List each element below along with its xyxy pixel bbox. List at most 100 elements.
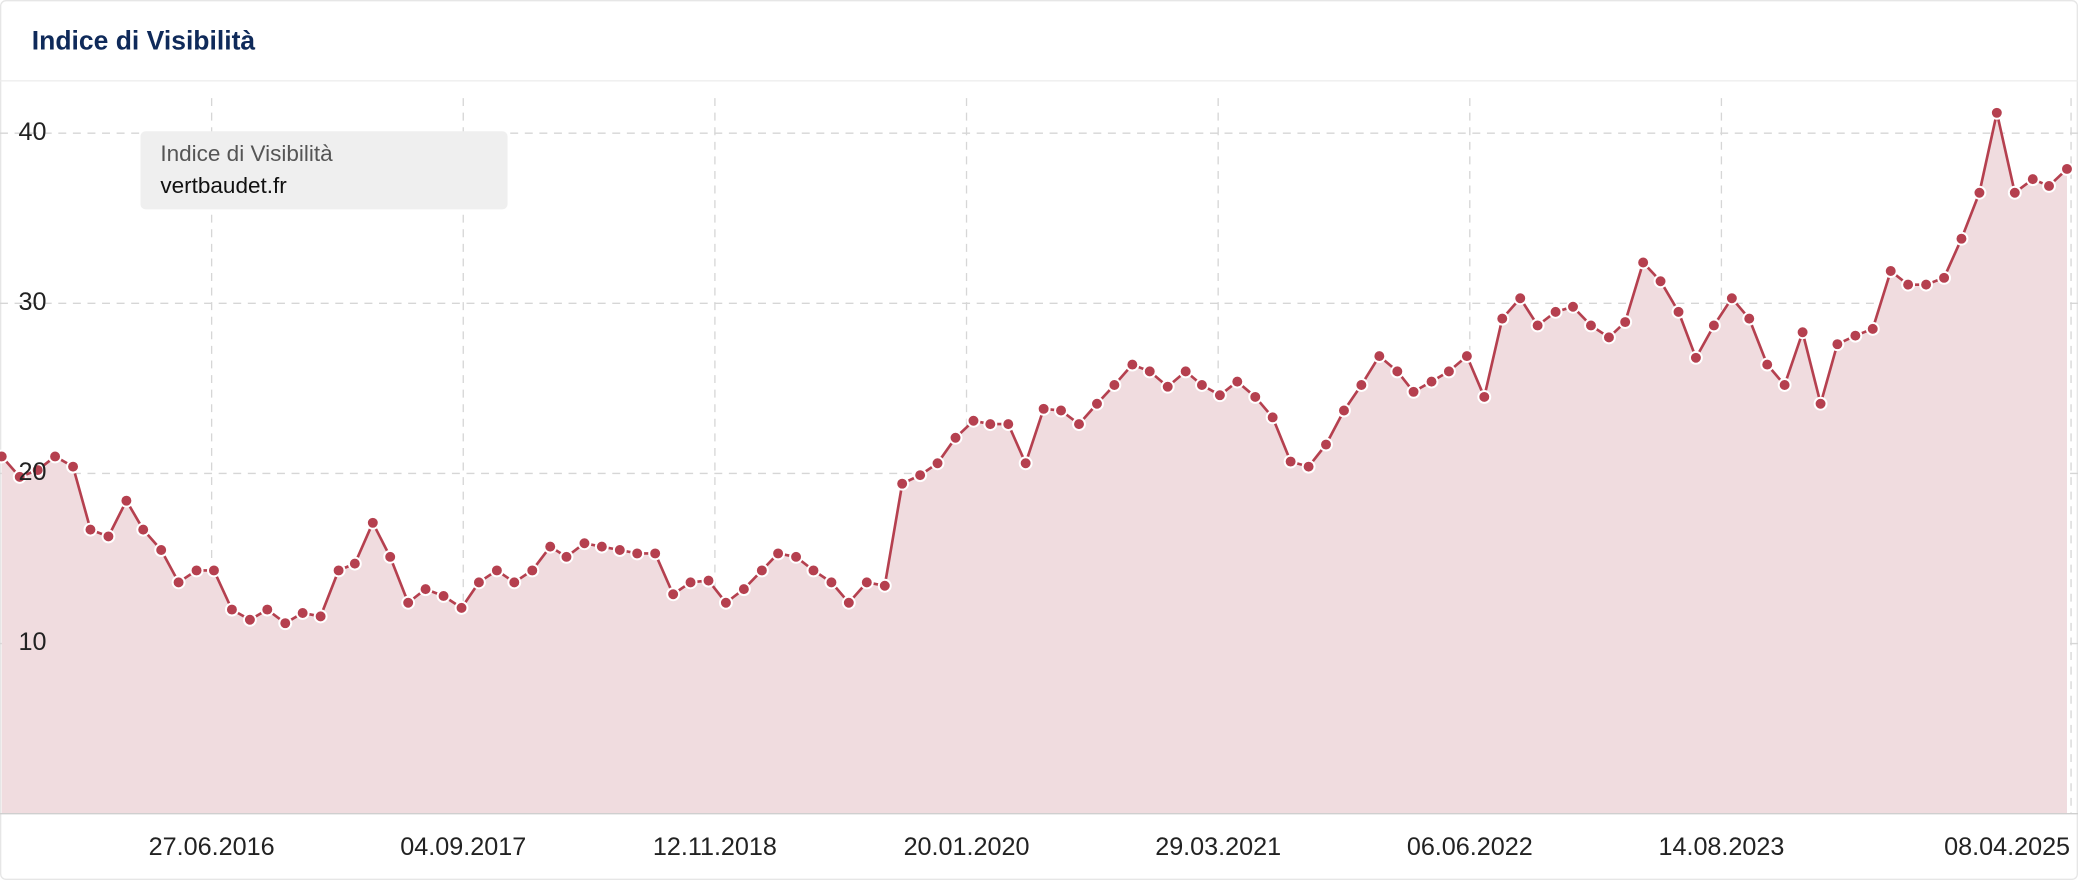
data-point [2025,172,2040,187]
data-point [1036,401,1051,416]
data-point [383,549,398,564]
data-point [1018,456,1033,471]
data-point [154,543,169,557]
area-fill [1,112,2068,814]
x-tick-label: 12.11.2018 [653,833,777,861]
data-point [1406,384,1421,399]
data-point [1618,315,1633,330]
data-point [1760,357,1775,372]
legend-title: Indice di Visibilità [160,141,333,166]
data-point [48,449,63,464]
data-point [859,575,874,590]
data-point [436,589,451,603]
data-point [1160,379,1175,394]
data-point [683,575,698,590]
data-point [1283,454,1298,469]
data-point [1706,318,1721,333]
data-point [1477,389,1492,404]
data-point [559,549,574,564]
data-point [101,529,116,544]
data-point [0,449,9,464]
data-point [1072,417,1086,432]
data-point [666,587,681,602]
data-point [1001,417,1016,432]
data-point [1548,304,1563,319]
data-point [1883,264,1898,278]
data-point [930,456,945,471]
y-tick-label: 20 [19,458,47,486]
data-point [347,556,362,571]
data-point [1107,378,1122,392]
data-point [454,600,469,615]
data-point [1954,231,1969,246]
data-point [806,563,821,578]
data-point [1142,364,1157,379]
x-tick-label: 06.06.2022 [1407,833,1533,861]
data-point [12,469,27,484]
data-point [1265,410,1280,425]
data-point [260,602,275,617]
data-point [771,546,786,561]
x-tick-label: 08.04.2025 [1944,833,2070,861]
data-point [331,563,346,578]
data-point [1230,374,1245,389]
data-point [1989,105,2004,120]
data-point [1742,311,1757,326]
data-point [1178,364,1193,379]
data-point [1337,403,1351,418]
x-tick-label: 20.01.2020 [904,833,1030,861]
data-point [313,609,328,624]
chart-title: Indice di Visibilità [32,25,256,55]
data-point [1901,277,1916,292]
legend-box [140,131,508,210]
data-point [242,612,257,627]
data-point [1653,274,1668,289]
data-point [1937,270,1952,285]
data-point [401,595,416,610]
legend-entry: vertbaudet.fr [160,173,287,198]
data-point [1212,388,1227,403]
data-point [2042,179,2056,193]
data-point [577,536,592,551]
data-point [365,515,380,530]
data-point [471,575,486,590]
data-point [736,582,751,597]
data-point [1319,437,1333,452]
data-point [525,563,540,578]
data-point [2007,185,2022,200]
data-point [418,582,433,597]
data-point [489,563,504,578]
data-point [1865,321,1880,336]
data-point [278,616,293,631]
data-point [701,573,716,588]
plot-area: 10 20 30 40 27.06.2016 04.09.2017 12.11.2018 20… [0,98,2078,861]
data-point [189,563,204,578]
x-tick-label: 04.09.2017 [400,833,526,861]
data-point [1441,364,1456,379]
data-point [1125,357,1140,372]
data-point [543,539,558,554]
data-point [630,546,645,561]
x-tick-label: 27.06.2016 [149,833,275,861]
data-point [1777,378,1792,392]
data-point [1459,349,1474,364]
data-point [1848,328,1863,343]
data-point [948,430,963,445]
data-point [66,459,81,474]
data-point [30,463,45,478]
data-point [895,476,910,491]
data-point [1795,325,1810,340]
data-point [594,539,609,554]
legend: Indice di Visibilità vertbaudet.fr [140,131,508,210]
data-point [1090,396,1104,411]
data-point [824,575,839,590]
data-point [1919,277,1934,292]
data-point [1372,349,1387,364]
data-point [1424,374,1439,389]
data-point [224,602,239,617]
y-tick-label: 30 [19,288,47,316]
data-point [1671,304,1686,319]
x-tick-label: 14.08.2023 [1658,833,1784,861]
data-point [171,575,186,590]
